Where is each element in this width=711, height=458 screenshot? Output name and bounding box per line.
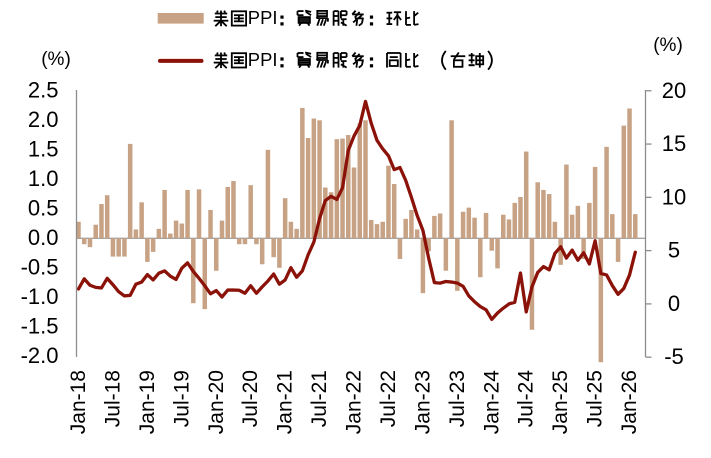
- svg-text:20: 20: [662, 78, 686, 103]
- svg-text:Jul-21: Jul-21: [308, 370, 331, 427]
- svg-text:1.0: 1.0: [28, 166, 59, 191]
- svg-text:-1.5: -1.5: [21, 313, 59, 338]
- svg-text:Jul-19: Jul-19: [170, 370, 193, 427]
- svg-text:Jul-25: Jul-25: [584, 370, 607, 427]
- svg-text:0.5: 0.5: [28, 195, 59, 220]
- svg-text:Jan-25: Jan-25: [549, 370, 572, 434]
- svg-text:5: 5: [668, 238, 680, 263]
- svg-text:(%): (%): [41, 49, 71, 70]
- svg-text:Jul-22: Jul-22: [377, 370, 400, 427]
- svg-text:Jul-23: Jul-23: [446, 370, 469, 427]
- svg-text:0.0: 0.0: [28, 225, 59, 250]
- svg-text:Jan-19: Jan-19: [136, 370, 159, 434]
- svg-text:Jul-18: Jul-18: [101, 370, 124, 427]
- svg-text:PPI: PPI: [248, 49, 278, 70]
- svg-text:(%): (%): [653, 35, 683, 56]
- svg-text:15: 15: [662, 131, 686, 156]
- svg-text:Jan-20: Jan-20: [205, 370, 228, 434]
- svg-text:PPI: PPI: [248, 7, 278, 28]
- svg-text:10: 10: [662, 184, 686, 209]
- svg-text:Jul-20: Jul-20: [239, 370, 262, 427]
- svg-text:1.5: 1.5: [28, 136, 59, 161]
- svg-text:Jan-26: Jan-26: [618, 370, 641, 434]
- svg-text:-2.0: -2.0: [21, 343, 59, 368]
- svg-text:Jan-22: Jan-22: [343, 370, 366, 434]
- svg-text:2.5: 2.5: [28, 77, 59, 102]
- svg-text:2.0: 2.0: [28, 107, 59, 132]
- svg-text:-1.0: -1.0: [21, 284, 59, 309]
- svg-text:-5: -5: [664, 344, 684, 369]
- svg-text:Jan-24: Jan-24: [480, 370, 503, 435]
- svg-text:-0.5: -0.5: [21, 254, 59, 279]
- svg-text:Jan-18: Jan-18: [67, 370, 90, 434]
- svg-text:0: 0: [668, 291, 680, 316]
- svg-text:Jan-23: Jan-23: [411, 370, 434, 434]
- svg-text:Jul-24: Jul-24: [515, 370, 538, 428]
- svg-text:Jan-21: Jan-21: [274, 370, 297, 434]
